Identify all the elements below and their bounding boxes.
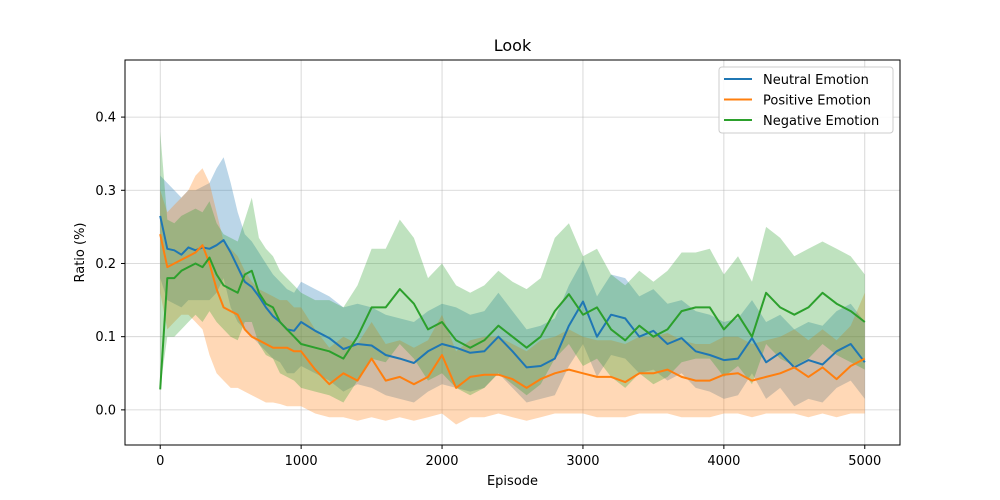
legend: Neutral Emotion Positive Emotion Negativ…	[718, 66, 894, 134]
legend-box	[718, 66, 894, 134]
legend-label-neutral: Neutral Emotion	[763, 73, 869, 88]
x-tick-label: 3000	[566, 454, 599, 469]
series-line-neutral	[159, 215, 866, 369]
y-tick-label: 0.0	[95, 403, 116, 418]
x-axis-ticks: 0 1000 2000 3000 4000 5000	[156, 445, 881, 469]
x-tick-label: 4000	[707, 454, 740, 469]
x-tick-label: 1000	[285, 454, 318, 469]
legend-label-positive: Positive Emotion	[763, 94, 871, 109]
confidence-band-negative	[160, 131, 865, 403]
plot-area-frame	[124, 59, 901, 446]
y-tick-label: 0.2	[95, 257, 116, 272]
x-tick-label: 5000	[848, 454, 881, 469]
series-lines	[159, 215, 866, 390]
legend-label-negative: Negative Emotion	[763, 114, 879, 129]
confidence-band-positive	[160, 168, 865, 425]
series-line-positive	[159, 233, 866, 389]
y-tick-label: 0.1	[95, 330, 116, 345]
x-tick-label: 0	[156, 454, 164, 469]
x-axis-label: Episode	[487, 474, 538, 489]
y-tick-label: 0.3	[95, 184, 116, 199]
y-tick-label: 0.4	[95, 111, 116, 126]
y-axis-ticks: 0.0 0.1 0.2 0.3 0.4	[95, 111, 125, 418]
y-axis-label: Ratio (%)	[73, 222, 88, 282]
series-line-negative	[159, 256, 866, 390]
x-tick-label: 2000	[425, 454, 458, 469]
chart-title: Look	[494, 36, 532, 55]
